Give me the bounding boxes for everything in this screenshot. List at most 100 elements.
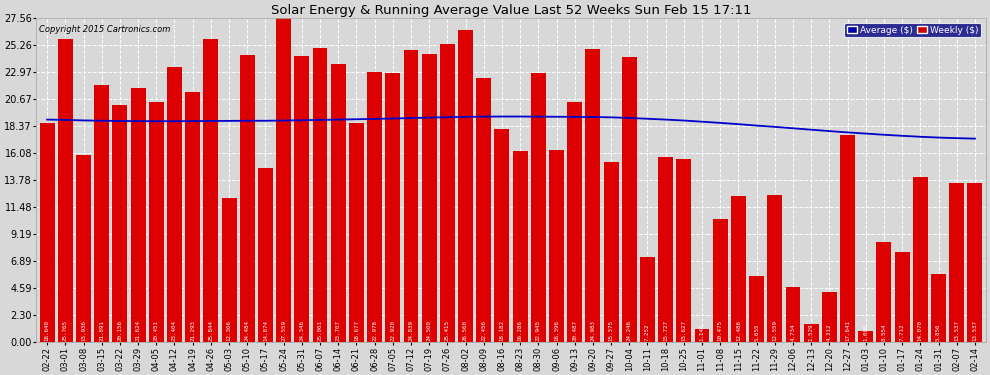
Bar bbox=[57, 39, 73, 342]
Text: 22.920: 22.920 bbox=[390, 320, 395, 340]
Text: 25.765: 25.765 bbox=[62, 320, 68, 340]
Bar bbox=[313, 48, 328, 342]
Bar bbox=[858, 331, 873, 342]
Bar bbox=[640, 257, 655, 342]
Text: 23.707: 23.707 bbox=[336, 320, 341, 340]
Text: 24.484: 24.484 bbox=[245, 320, 249, 340]
Text: 15.627: 15.627 bbox=[681, 320, 686, 340]
Bar bbox=[749, 276, 764, 342]
Bar bbox=[148, 102, 163, 342]
Bar bbox=[713, 219, 728, 342]
Bar bbox=[822, 292, 837, 342]
Bar bbox=[622, 57, 637, 342]
Text: 18.677: 18.677 bbox=[353, 320, 359, 340]
Text: 7.252: 7.252 bbox=[644, 323, 650, 340]
Text: 20.156: 20.156 bbox=[118, 320, 123, 340]
Bar bbox=[949, 183, 964, 342]
Bar bbox=[131, 88, 146, 342]
Text: 22.456: 22.456 bbox=[481, 320, 486, 340]
Bar bbox=[476, 78, 491, 342]
Text: 16.396: 16.396 bbox=[554, 320, 559, 340]
Bar bbox=[841, 135, 855, 342]
Text: 13.537: 13.537 bbox=[972, 320, 977, 340]
Text: 12.486: 12.486 bbox=[736, 320, 741, 340]
Text: 18.640: 18.640 bbox=[45, 320, 50, 340]
Text: 21.293: 21.293 bbox=[190, 320, 195, 340]
Text: 25.415: 25.415 bbox=[445, 320, 449, 340]
Text: 24.346: 24.346 bbox=[299, 320, 304, 340]
Text: 1.006: 1.006 bbox=[863, 323, 868, 340]
Text: 12.559: 12.559 bbox=[772, 320, 777, 340]
Text: 21.624: 21.624 bbox=[136, 320, 141, 340]
Text: 1.529: 1.529 bbox=[809, 323, 814, 340]
Bar bbox=[658, 158, 673, 342]
Bar bbox=[913, 177, 928, 342]
Text: 14.874: 14.874 bbox=[263, 320, 268, 340]
Bar bbox=[440, 44, 454, 342]
Text: 27.559: 27.559 bbox=[281, 320, 286, 340]
Bar bbox=[185, 92, 200, 342]
Text: 7.712: 7.712 bbox=[900, 323, 905, 340]
Text: 15.727: 15.727 bbox=[663, 320, 668, 340]
Bar bbox=[404, 50, 419, 342]
Text: 5.655: 5.655 bbox=[754, 323, 759, 340]
Bar bbox=[348, 123, 364, 342]
Bar bbox=[240, 54, 254, 342]
Bar bbox=[294, 56, 309, 342]
Bar bbox=[549, 150, 564, 342]
Bar bbox=[494, 129, 510, 342]
Text: 23.404: 23.404 bbox=[172, 320, 177, 340]
Text: 25.001: 25.001 bbox=[318, 320, 323, 340]
Text: 20.487: 20.487 bbox=[572, 320, 577, 340]
Bar bbox=[695, 329, 710, 342]
Text: 24.500: 24.500 bbox=[427, 320, 432, 340]
Bar bbox=[167, 67, 182, 342]
Text: 8.554: 8.554 bbox=[881, 323, 886, 340]
Text: 15.375: 15.375 bbox=[609, 320, 614, 340]
Bar bbox=[785, 287, 801, 342]
Bar bbox=[203, 39, 219, 342]
Text: 18.182: 18.182 bbox=[499, 320, 505, 340]
Text: 22.945: 22.945 bbox=[536, 320, 541, 340]
Text: 26.560: 26.560 bbox=[463, 320, 468, 340]
Text: 5.856: 5.856 bbox=[936, 323, 941, 340]
Bar bbox=[113, 105, 128, 342]
Bar bbox=[567, 102, 582, 342]
Bar bbox=[676, 159, 691, 342]
Text: 4.734: 4.734 bbox=[790, 323, 796, 340]
Text: 1.146: 1.146 bbox=[700, 323, 705, 340]
Text: 25.844: 25.844 bbox=[208, 320, 214, 340]
Bar bbox=[422, 54, 437, 342]
Text: 21.891: 21.891 bbox=[99, 320, 104, 340]
Bar bbox=[513, 151, 528, 342]
Text: 13.537: 13.537 bbox=[954, 320, 959, 340]
Bar bbox=[604, 162, 619, 342]
Text: 15.936: 15.936 bbox=[81, 320, 86, 340]
Bar bbox=[331, 64, 346, 342]
Bar bbox=[367, 72, 382, 342]
Text: 17.641: 17.641 bbox=[845, 320, 850, 340]
Text: 20.451: 20.451 bbox=[153, 320, 158, 340]
Text: 4.312: 4.312 bbox=[827, 323, 832, 340]
Bar bbox=[222, 198, 237, 342]
Bar bbox=[458, 30, 473, 342]
Text: 24.246: 24.246 bbox=[627, 320, 632, 340]
Bar bbox=[804, 324, 819, 342]
Title: Solar Energy & Running Average Value Last 52 Weeks Sun Feb 15 17:11: Solar Energy & Running Average Value Las… bbox=[271, 4, 751, 17]
Text: 24.839: 24.839 bbox=[409, 320, 414, 340]
Legend: Average ($), Weekly ($): Average ($), Weekly ($) bbox=[843, 23, 981, 37]
Bar bbox=[767, 195, 782, 342]
Text: 12.306: 12.306 bbox=[227, 320, 232, 340]
Bar bbox=[258, 168, 273, 342]
Bar bbox=[895, 252, 910, 342]
Text: 14.070: 14.070 bbox=[918, 320, 923, 340]
Text: 10.475: 10.475 bbox=[718, 320, 723, 340]
Bar bbox=[40, 123, 54, 342]
Bar bbox=[967, 183, 982, 342]
Bar bbox=[931, 273, 946, 342]
Text: Copyright 2015 Cartronics.com: Copyright 2015 Cartronics.com bbox=[39, 25, 170, 34]
Bar bbox=[94, 85, 109, 342]
Bar bbox=[76, 155, 91, 342]
Bar bbox=[276, 18, 291, 342]
Text: 16.286: 16.286 bbox=[518, 320, 523, 340]
